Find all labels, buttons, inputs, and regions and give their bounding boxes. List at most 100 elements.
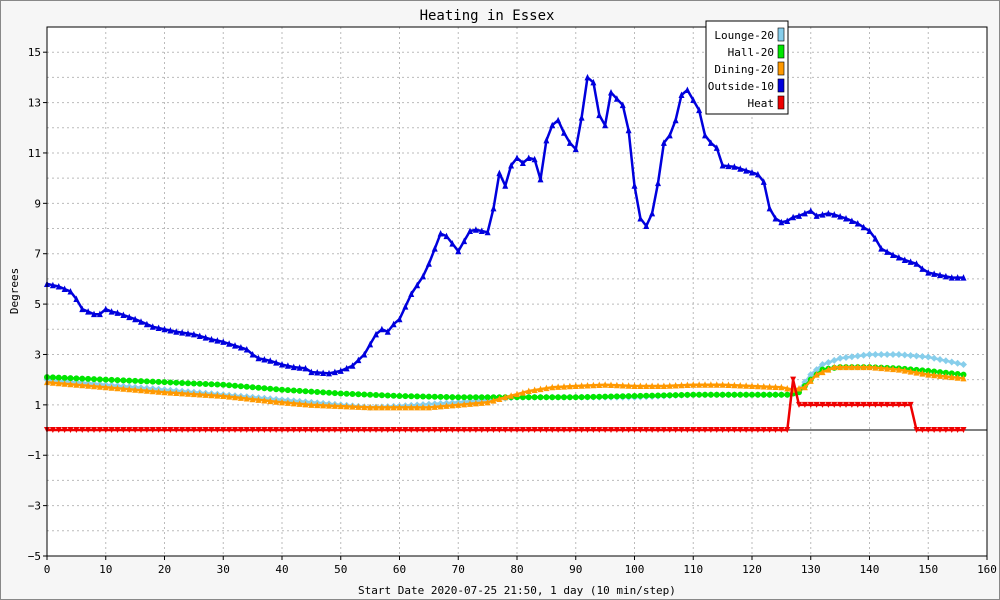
chart-title: Heating in Essex: [420, 8, 555, 24]
data-point-hall-20: [402, 393, 409, 400]
data-point-outside-10: [114, 309, 121, 316]
data-point-heat: [67, 427, 74, 434]
data-point-hall-20: [408, 393, 415, 400]
data-point-dining-20: [690, 381, 697, 388]
data-point-dining-20: [484, 398, 491, 406]
data-point-outside-10: [185, 329, 191, 337]
data-point-hall-20: [719, 391, 726, 398]
data-point-outside-10: [519, 159, 526, 167]
data-point-heat: [643, 427, 650, 434]
data-point-dining-20: [555, 383, 562, 390]
data-point-outside-10: [337, 367, 344, 374]
data-point-outside-10: [807, 207, 814, 214]
data-point-hall-20: [261, 385, 268, 392]
data-point-heat: [878, 401, 885, 408]
data-point-dining-20: [602, 381, 609, 388]
data-point-hall-20: [608, 393, 614, 400]
data-point-heat: [331, 427, 338, 434]
data-point-outside-10: [937, 271, 943, 279]
data-point-hall-20: [290, 387, 297, 394]
data-point-dining-20: [314, 401, 321, 409]
data-point-lounge-20: [936, 356, 944, 364]
data-point-lounge-20: [836, 354, 844, 362]
data-point-dining-20: [355, 403, 362, 410]
data-point-heat: [937, 427, 943, 434]
data-point-dining-20: [584, 381, 591, 389]
data-point-outside-10: [919, 265, 926, 272]
data-point-outside-10: [173, 328, 180, 335]
data-point-heat: [907, 401, 914, 408]
data-point-hall-20: [713, 391, 720, 398]
data-point-hall-20: [660, 392, 667, 399]
data-point-outside-10: [878, 245, 885, 252]
data-point-heat: [578, 427, 585, 434]
data-point-heat: [731, 427, 738, 434]
data-point-heat: [596, 427, 603, 434]
series-layer: [43, 73, 967, 434]
data-point-heat: [549, 427, 556, 434]
data-point-outside-10: [901, 256, 908, 264]
data-point-heat: [848, 401, 855, 408]
data-point-outside-10: [784, 217, 791, 224]
data-point-outside-10: [402, 303, 409, 310]
data-point-dining-20: [831, 363, 838, 371]
data-point-dining-20: [431, 403, 438, 410]
data-point-heat: [378, 427, 385, 434]
data-point-heat: [425, 427, 432, 434]
data-point-heat: [320, 427, 327, 434]
data-point-hall-20: [132, 377, 139, 384]
data-point-outside-10: [384, 328, 391, 335]
data-point-heat: [514, 427, 520, 434]
data-point-heat: [443, 427, 450, 434]
legend-label-lounge-20: Lounge-20: [714, 29, 774, 42]
data-point-outside-10: [760, 178, 767, 185]
data-point-dining-20: [308, 401, 315, 408]
data-point-outside-10: [120, 311, 127, 319]
data-point-heat: [408, 427, 415, 434]
data-point-outside-10: [320, 369, 327, 376]
data-point-heat: [414, 427, 421, 434]
data-point-outside-10: [613, 95, 620, 102]
data-point-dining-20: [561, 383, 567, 390]
data-point-outside-10: [772, 214, 779, 222]
data-point-heat: [913, 427, 920, 434]
x-tick-label: 90: [569, 563, 582, 576]
data-point-heat: [496, 427, 503, 434]
data-point-heat: [901, 401, 908, 408]
data-point-lounge-20: [848, 353, 856, 361]
data-point-hall-20: [555, 394, 562, 401]
data-point-lounge-20: [807, 371, 815, 379]
data-point-lounge-20: [854, 352, 862, 360]
data-point-heat: [478, 427, 485, 434]
legend-label-dining-20: Dining-20: [714, 63, 774, 76]
data-point-heat: [884, 401, 891, 408]
data-point-outside-10: [525, 154, 532, 161]
data-point-outside-10: [561, 129, 567, 136]
data-point-dining-20: [801, 383, 808, 391]
data-point-outside-10: [684, 86, 691, 93]
data-point-outside-10: [655, 179, 661, 187]
data-point-outside-10: [467, 227, 473, 235]
data-point-hall-20: [373, 392, 379, 399]
data-point-dining-20: [514, 390, 520, 398]
data-point-dining-20: [566, 382, 573, 390]
data-point-heat: [531, 427, 538, 434]
data-point-heat: [655, 427, 661, 434]
data-point-dining-20: [907, 368, 914, 375]
data-point-hall-20: [766, 391, 773, 398]
data-point-dining-20: [784, 384, 791, 392]
data-point-outside-10: [490, 204, 497, 212]
data-point-heat: [766, 427, 773, 434]
data-point-heat: [155, 427, 162, 434]
data-point-hall-20: [49, 374, 56, 381]
data-point-hall-20: [232, 382, 238, 389]
data-point-hall-20: [772, 391, 779, 398]
data-point-heat: [584, 427, 591, 434]
data-point-hall-20: [948, 370, 955, 377]
data-point-hall-20: [549, 394, 556, 401]
data-point-dining-20: [102, 383, 109, 391]
data-point-dining-20: [255, 396, 262, 403]
data-point-heat: [760, 427, 767, 434]
data-point-dining-20: [402, 403, 409, 411]
data-point-lounge-20: [819, 361, 826, 369]
